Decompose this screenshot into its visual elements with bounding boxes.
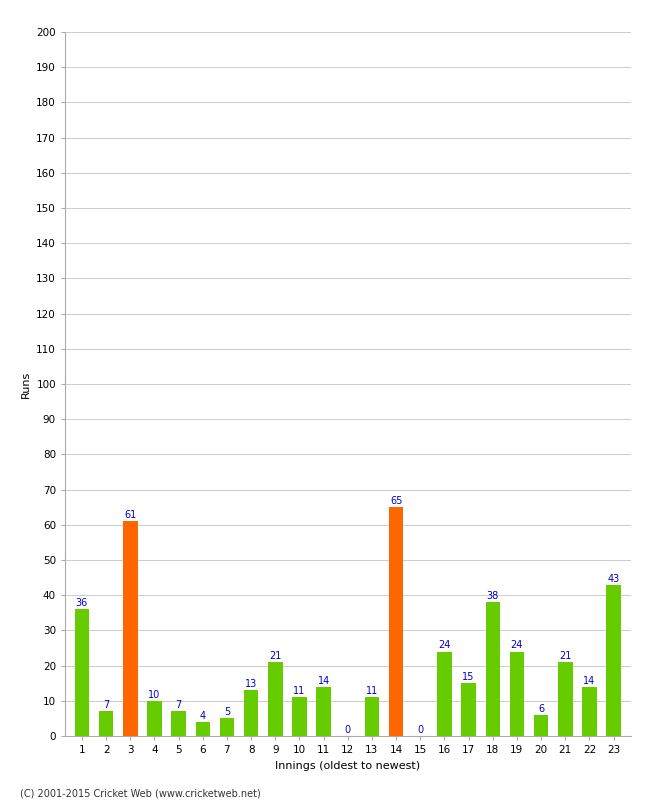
Bar [196,722,210,736]
Bar [582,686,597,736]
Bar [147,701,162,736]
Bar [244,690,258,736]
Text: 15: 15 [462,672,474,682]
Text: 7: 7 [103,700,109,710]
Text: 4: 4 [200,711,206,721]
Text: 65: 65 [390,496,402,506]
Bar [172,711,186,736]
X-axis label: Innings (oldest to newest): Innings (oldest to newest) [275,761,421,770]
Bar [486,602,500,736]
Bar [365,698,379,736]
Text: 5: 5 [224,707,230,718]
Text: 21: 21 [269,651,281,661]
Text: 24: 24 [438,641,450,650]
Text: 10: 10 [148,690,161,700]
Bar [510,651,524,736]
Text: 36: 36 [76,598,88,608]
Text: 61: 61 [124,510,136,520]
Bar [606,585,621,736]
Text: 13: 13 [245,679,257,689]
Text: 7: 7 [176,700,182,710]
Text: 14: 14 [317,676,330,686]
Bar [462,683,476,736]
Bar [268,662,283,736]
Text: 14: 14 [583,676,595,686]
Bar [75,610,89,736]
Bar [317,686,331,736]
Text: 24: 24 [511,641,523,650]
Text: 43: 43 [608,574,619,583]
Y-axis label: Runs: Runs [21,370,31,398]
Text: 11: 11 [366,686,378,696]
Bar [389,507,404,736]
Text: (C) 2001-2015 Cricket Web (www.cricketweb.net): (C) 2001-2015 Cricket Web (www.cricketwe… [20,788,260,798]
Text: 11: 11 [293,686,306,696]
Text: 6: 6 [538,704,544,714]
Bar [220,718,234,736]
Text: 0: 0 [417,725,423,735]
Text: 38: 38 [487,591,499,601]
Text: 0: 0 [344,725,351,735]
Bar [534,715,549,736]
Bar [558,662,573,736]
Text: 21: 21 [559,651,571,661]
Bar [292,698,307,736]
Bar [437,651,452,736]
Bar [123,522,138,736]
Bar [99,711,113,736]
